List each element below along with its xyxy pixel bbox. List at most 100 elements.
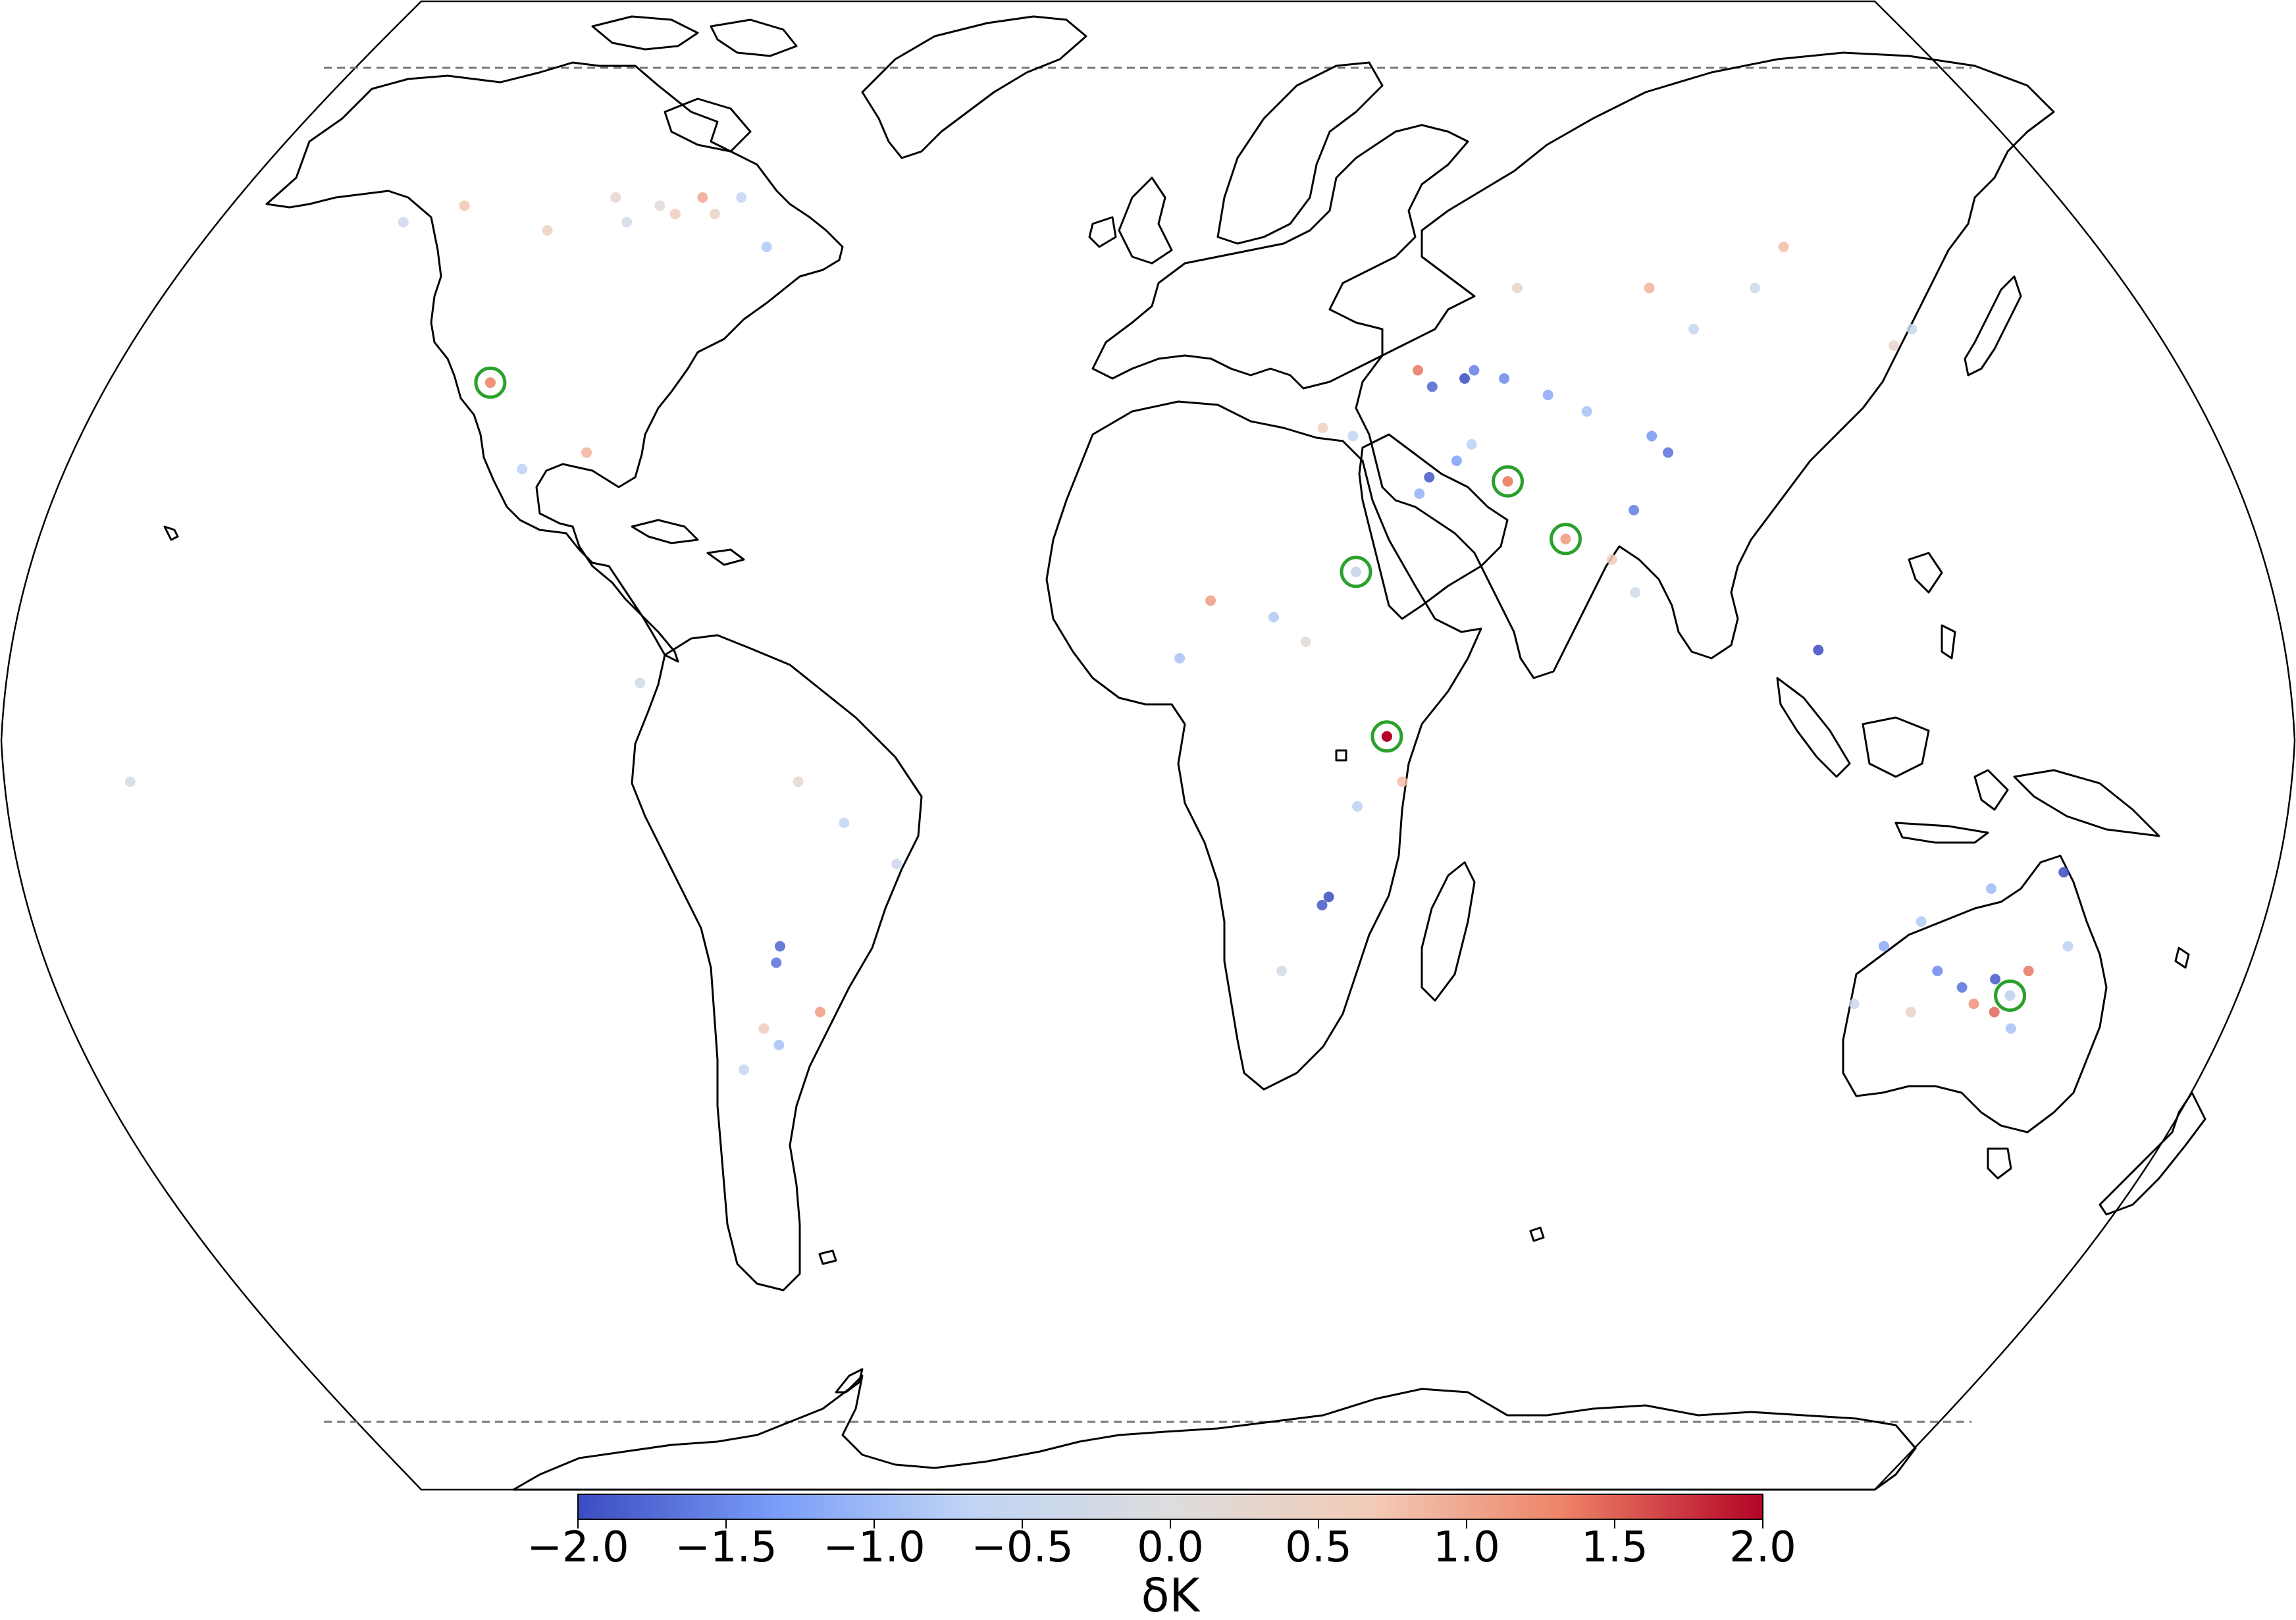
data-point-76 [2058,867,2070,877]
tasmania-coast [1987,1147,2012,1180]
highlight-ring-5 [1994,980,2027,1012]
highlight-ring-4 [1550,523,1582,556]
colorbar [577,1494,1763,1520]
data-point-20 [1469,365,1480,376]
data-point-50 [1397,776,1408,787]
data-point-51 [1276,966,1287,976]
data-point-14 [459,200,470,211]
data-point-32 [1629,505,1640,515]
data-point-41 [1688,324,1699,334]
madagascar-coast [1421,861,1476,1002]
data-point-6 [669,209,681,219]
data-point-24 [1646,431,1657,442]
data-point-10 [709,209,720,219]
colorbar-tick-label-1: −1.5 [675,1523,777,1572]
data-point-35 [1813,644,1824,656]
data-point-34 [1630,587,1641,598]
data-point-67 [1932,966,1943,976]
data-point-21 [1499,373,1510,384]
data-point-52 [775,941,785,952]
data-point-8 [697,192,708,203]
data-point-25 [1663,447,1674,458]
data-point-42 [1512,282,1523,294]
data-point-11 [736,192,747,203]
data-point-27 [1424,472,1435,483]
data-point-64 [124,776,136,787]
data-point-45 [1174,653,1186,664]
data-point-49 [1352,801,1363,812]
data-point-54 [815,1006,825,1018]
south-america-coast [631,634,923,1292]
data-point-63 [635,677,646,689]
data-point-61 [517,463,528,475]
british-isles-coast [1088,176,1173,265]
colorbar-ticks: −2.0 −1.5 −1.0 −0.5 0.0 0.5 1.0 1.5 2.0 [527,1519,1796,1572]
highlighted-sites [474,366,2027,1012]
africa-coast [1045,400,1482,1091]
highlight-point-1 [1351,566,1361,577]
highlight-ring-2 [1370,720,1403,753]
data-point-36 [1749,282,1760,294]
colorbar-tick-label-8: 2.0 [1729,1523,1796,1572]
data-point-29 [1414,488,1425,499]
colorbar-tick-label-2: −1.0 [823,1523,925,1572]
scandinavia-coast [1216,61,1384,245]
southeast-asia-islands [1776,552,2160,844]
colorbar-tick-label-6: 1.0 [1433,1523,1500,1572]
data-point-56 [773,1039,785,1051]
data-point-59 [891,858,902,870]
data-point-22 [1542,390,1553,400]
data-point-33 [1606,554,1617,565]
data-point-40 [1644,282,1655,294]
data-point-37 [1778,242,1789,252]
data-point-62 [581,447,592,458]
data-point-13 [542,225,553,236]
data-point-48 [1323,891,1334,902]
map-frame [0,0,2296,1491]
new-zealand-coast [2099,1091,2206,1216]
data-point-28 [1466,439,1477,450]
highlight-ring-1 [1340,556,1372,588]
small-islands [818,749,2190,1265]
data-point-7 [654,200,665,211]
europe-coast [1091,124,1469,390]
data-point-65 [1878,941,1889,952]
data-point-9 [621,217,633,228]
arctic-islands [591,15,798,153]
data-point-26 [1451,456,1462,466]
data-point-58 [839,818,850,828]
data-point-74 [1848,999,1860,1009]
data-point-43 [1268,612,1279,623]
coastlines [163,15,2206,1491]
data-point-71 [1989,1006,2000,1018]
data-point-15 [398,217,409,228]
highlight-ring-3 [1492,465,1524,498]
highlight-point-0 [484,377,496,388]
data-points [124,192,2074,1075]
data-point-23 [1581,406,1592,417]
data-point-18 [1426,381,1438,392]
antarctic-peninsula [835,1368,864,1394]
data-point-16 [761,242,772,252]
data-point-38 [1906,324,1918,334]
data-point-53 [771,957,782,968]
asia-coast [1355,51,2055,679]
data-point-77 [1986,883,1996,894]
colorbar-tick-label-4: 0.0 [1137,1523,1204,1572]
greenland-coast [861,15,1087,159]
data-point-39 [1889,340,1899,351]
data-point-46 [1205,595,1216,606]
data-point-57 [739,1064,749,1075]
colorbar-tick-label-3: −0.5 [971,1523,1073,1572]
highlight-point-5 [2004,990,2016,1001]
data-point-60 [793,776,804,787]
north-america-coast [265,61,844,663]
arabia-coast [1358,433,1509,620]
data-point-68 [1956,982,1968,993]
data-point-30 [1317,423,1328,433]
data-point-69 [1968,999,1979,1009]
data-point-17 [1413,365,1423,376]
highlight-point-4 [1560,533,1571,544]
data-point-47 [1317,900,1328,910]
